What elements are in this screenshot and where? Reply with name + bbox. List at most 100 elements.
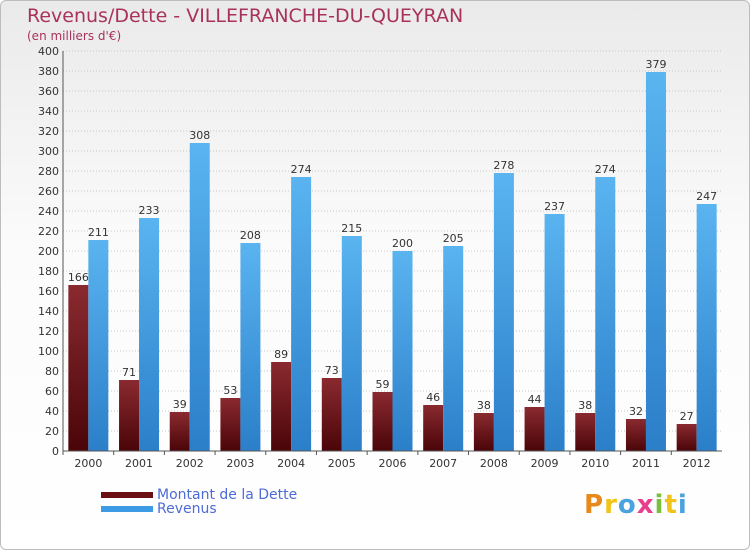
y-tick-label: 380 (38, 65, 59, 78)
y-tick-label: 220 (38, 225, 59, 238)
bar-revenus (240, 243, 261, 451)
bar-debt (119, 380, 140, 451)
y-tick-label: 180 (38, 265, 59, 278)
data-label-revenus: 215 (341, 222, 362, 235)
data-label-debt: 32 (629, 405, 643, 418)
bars-layer (68, 72, 717, 451)
y-tick-label: 200 (38, 245, 59, 258)
y-tick-label: 80 (45, 365, 59, 378)
y-tick-label: 340 (38, 105, 59, 118)
data-label-revenus: 274 (291, 163, 312, 176)
data-label-debt: 53 (223, 384, 237, 397)
x-tick-label: 2009 (531, 457, 559, 470)
x-tick-label: 2002 (176, 457, 204, 470)
data-label-revenus: 274 (595, 163, 616, 176)
data-label-debt: 89 (274, 348, 288, 361)
x-tick-label: 2011 (632, 457, 660, 470)
bar-debt (473, 413, 494, 451)
data-label-revenus: 247 (696, 190, 717, 203)
y-tick-label: 400 (38, 45, 59, 58)
bar-debt (423, 405, 444, 451)
bar-debt (575, 413, 596, 451)
y-tick-label: 360 (38, 85, 59, 98)
y-tick-label: 280 (38, 165, 59, 178)
y-tick-label: 140 (38, 305, 59, 318)
bar-debt (524, 407, 545, 451)
bar-revenus (645, 72, 666, 451)
bar-revenus (139, 218, 160, 451)
data-label-debt: 38 (578, 399, 592, 412)
y-tick-label: 40 (45, 405, 59, 418)
labels-layer: 166 211 71 233 39 308 53 208 89 274 73 215 59 200 46 20… (68, 58, 717, 423)
data-label-debt: 59 (376, 378, 390, 391)
x-tick-label: 2006 (379, 457, 407, 470)
bar-revenus (392, 251, 413, 451)
logo-letter: P (584, 490, 605, 520)
data-label-debt: 46 (426, 391, 440, 404)
bar-debt (625, 419, 646, 451)
bar-revenus (443, 246, 464, 451)
legend-swatch-debt (101, 492, 153, 498)
x-tick-label: 2008 (480, 457, 508, 470)
data-label-revenus: 379 (645, 58, 666, 71)
bar-revenus (88, 240, 109, 451)
y-tick-label: 260 (38, 185, 59, 198)
data-label-revenus: 233 (139, 204, 160, 217)
data-label-debt: 73 (325, 364, 339, 377)
bar-debt (676, 424, 697, 451)
data-label-revenus: 308 (189, 129, 210, 142)
bar-debt (169, 412, 190, 451)
data-label-debt: 38 (477, 399, 491, 412)
data-label-debt: 39 (173, 398, 187, 411)
y-tick-label: 320 (38, 125, 59, 138)
x-tick-label: 2007 (429, 457, 457, 470)
bar-revenus (291, 177, 312, 451)
bar-debt (68, 285, 89, 451)
bar-revenus (189, 143, 210, 451)
data-label-revenus: 211 (88, 226, 109, 239)
chart-title: Revenus/Dette - VILLEFRANCHE-DU-QUEYRAN (27, 5, 464, 27)
bar-debt (321, 378, 342, 451)
y-tick-label: 20 (45, 425, 59, 438)
bar-revenus (595, 177, 616, 451)
x-tick-label: 2004 (277, 457, 305, 470)
logo-letter: i (677, 490, 688, 520)
x-tick-label: 2003 (226, 457, 254, 470)
proxiti-logo: Proxiti (584, 490, 688, 520)
chart-subtitle: (en milliers d'€) (27, 29, 122, 43)
data-label-revenus: 208 (240, 229, 261, 242)
y-tick-label: 120 (38, 325, 59, 338)
x-tick-label: 2005 (328, 457, 356, 470)
legend-label-revenus: Revenus (157, 501, 217, 517)
y-tick-label: 100 (38, 345, 59, 358)
logo-letter: x (636, 490, 655, 520)
logo-letter: t (664, 490, 678, 520)
y-tick-label: 300 (38, 145, 59, 158)
x-tick-label: 2010 (581, 457, 609, 470)
legend-item-debt: Montant de la Dette (101, 487, 297, 503)
bar-revenus (544, 214, 565, 451)
y-tick-label: 160 (38, 285, 59, 298)
bar-revenus (341, 236, 362, 451)
data-label-debt: 44 (528, 393, 542, 406)
y-tick-label: 60 (45, 385, 59, 398)
legend-swatch-revenus (101, 506, 153, 512)
x-tick-label: 2001 (125, 457, 153, 470)
data-label-revenus: 205 (443, 232, 464, 245)
data-label-revenus: 278 (493, 159, 514, 172)
x-tick-label: 2012 (683, 457, 711, 470)
bar-debt (220, 398, 241, 451)
bar-debt (271, 362, 292, 451)
axis-layer: 0 20 40 60 80 100 120 140 160 180 200 220 240 260 280 3… (38, 45, 722, 470)
data-label-debt: 71 (122, 366, 136, 379)
bar-revenus (493, 173, 514, 451)
logo-letter: r (604, 490, 618, 520)
logo-letter: i (654, 490, 665, 520)
data-label-debt: 166 (68, 271, 89, 284)
logo-letter: o (617, 490, 637, 520)
data-label-revenus: 237 (544, 200, 565, 213)
bar-debt (372, 392, 393, 451)
x-tick-label: 2000 (74, 457, 102, 470)
